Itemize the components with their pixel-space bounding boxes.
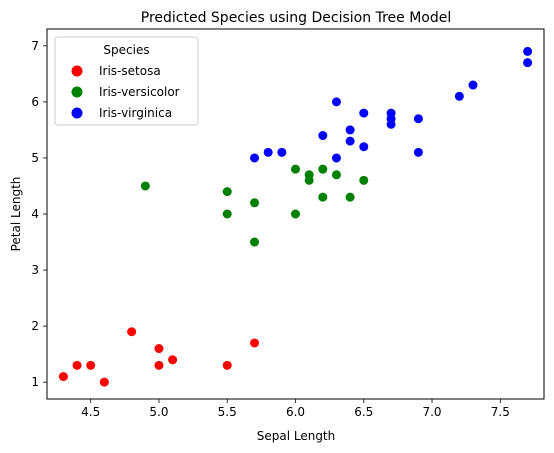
x-tick-label: 4.5	[81, 405, 100, 419]
x-tick-label: 7.0	[422, 405, 441, 419]
data-point-iris-setosa	[72, 360, 82, 370]
data-point-iris-versicolor	[250, 198, 260, 208]
data-point-iris-virginica	[413, 147, 423, 157]
data-point-iris-virginica	[345, 136, 355, 146]
data-point-iris-versicolor	[222, 187, 232, 197]
data-point-iris-virginica	[386, 119, 396, 129]
data-point-iris-virginica	[345, 125, 355, 135]
chart-title: Predicted Species using Decision Tree Mo…	[141, 10, 451, 26]
data-point-iris-virginica	[359, 108, 369, 118]
data-points	[58, 46, 533, 387]
y-tick-label: 3	[31, 263, 39, 277]
data-point-iris-versicolor	[250, 237, 260, 247]
data-point-iris-setosa	[222, 360, 232, 370]
data-point-iris-versicolor	[291, 209, 300, 219]
data-point-iris-setosa	[127, 327, 137, 337]
data-point-iris-versicolor	[140, 181, 150, 191]
x-tick-label: 5.5	[218, 405, 237, 419]
data-point-iris-versicolor	[222, 209, 232, 219]
data-point-iris-setosa	[168, 355, 178, 365]
data-point-iris-setosa	[250, 338, 260, 348]
data-point-iris-versicolor	[318, 164, 328, 174]
data-point-iris-virginica	[523, 58, 533, 68]
data-point-iris-virginica	[413, 114, 423, 124]
data-point-iris-versicolor	[291, 164, 300, 174]
y-tick-label: 1	[31, 375, 39, 389]
data-point-iris-setosa	[99, 377, 109, 387]
data-point-iris-virginica	[250, 153, 260, 163]
axes: 4.5 5.0 5.5 6.0 6.5 7.0 7.5 1 2 3 4 5 6 7	[31, 39, 509, 419]
data-point-iris-virginica	[468, 80, 478, 90]
y-axis-label: Petal Length	[9, 177, 23, 252]
y-tick-label: 7	[31, 39, 39, 53]
legend: Species Iris-setosa Iris-versicolor Iris-v…	[54, 36, 199, 126]
data-point-iris-virginica	[331, 97, 341, 107]
legend-marker	[71, 65, 83, 77]
data-point-iris-setosa	[154, 360, 164, 370]
data-point-iris-versicolor	[359, 175, 369, 185]
y-tick-label: 5	[31, 151, 39, 165]
data-point-iris-setosa	[154, 344, 164, 354]
x-tick-label: 6.5	[354, 405, 373, 419]
y-tick-label: 2	[31, 319, 39, 333]
data-point-iris-setosa	[86, 360, 96, 370]
x-tick-label: 7.5	[491, 405, 510, 419]
data-point-iris-versicolor	[331, 170, 341, 180]
x-tick-label: 6.0	[286, 405, 305, 419]
data-point-iris-virginica	[523, 46, 533, 56]
data-point-iris-versicolor	[304, 175, 314, 185]
x-axis-label: Sepal Length	[257, 429, 336, 443]
data-point-iris-versicolor	[318, 192, 328, 202]
data-point-iris-virginica	[318, 131, 328, 141]
legend-entry-label: Iris-setosa	[99, 64, 161, 78]
data-point-iris-setosa	[58, 372, 68, 382]
legend-entry-label: Iris-versicolor	[99, 85, 180, 99]
data-point-iris-versicolor	[345, 192, 355, 202]
x-tick-label: 5.0	[149, 405, 168, 419]
legend-entry-label: Iris-virginica	[99, 106, 172, 120]
data-point-iris-virginica	[331, 153, 341, 163]
plot-frame	[46, 28, 545, 400]
legend-marker	[71, 86, 83, 98]
data-point-iris-virginica	[454, 91, 464, 101]
legend-box	[54, 36, 199, 126]
data-point-iris-virginica	[359, 142, 369, 152]
data-point-iris-virginica	[277, 147, 287, 157]
legend-title: Species	[103, 43, 149, 57]
legend-marker	[71, 107, 83, 119]
y-tick-label: 6	[31, 95, 39, 109]
y-tick-label: 4	[31, 207, 39, 221]
data-point-iris-virginica	[263, 147, 273, 157]
